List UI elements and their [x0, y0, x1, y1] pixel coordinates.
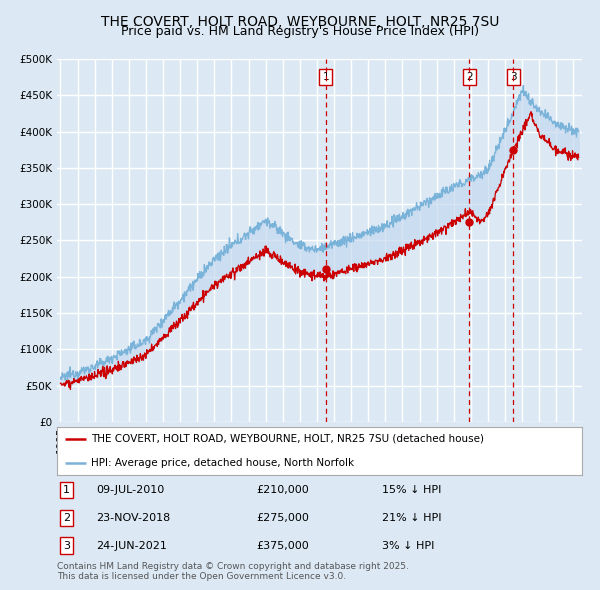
- Point: [508, 145, 518, 155]
- Text: 21% ↓ HPI: 21% ↓ HPI: [383, 513, 442, 523]
- Text: Contains HM Land Registry data © Crown copyright and database right 2025.
This d: Contains HM Land Registry data © Crown c…: [57, 562, 409, 581]
- Text: 2: 2: [63, 513, 70, 523]
- Text: 15% ↓ HPI: 15% ↓ HPI: [383, 485, 442, 495]
- Text: HPI: Average price, detached house, North Norfolk: HPI: Average price, detached house, Nort…: [91, 458, 354, 468]
- Text: Price paid vs. HM Land Registry's House Price Index (HPI): Price paid vs. HM Land Registry's House …: [121, 25, 479, 38]
- Text: 3: 3: [510, 72, 517, 82]
- Text: £375,000: £375,000: [257, 540, 309, 550]
- Text: 3: 3: [63, 540, 70, 550]
- Text: 24-JUN-2021: 24-JUN-2021: [97, 540, 167, 550]
- Text: 1: 1: [63, 485, 70, 495]
- Point: [321, 265, 331, 274]
- Text: 2: 2: [466, 72, 472, 82]
- Text: THE COVERT, HOLT ROAD, WEYBOURNE, HOLT, NR25 7SU (detached house): THE COVERT, HOLT ROAD, WEYBOURNE, HOLT, …: [91, 434, 484, 444]
- Text: 3% ↓ HPI: 3% ↓ HPI: [383, 540, 435, 550]
- Point: [464, 218, 474, 227]
- Text: THE COVERT, HOLT ROAD, WEYBOURNE, HOLT, NR25 7SU: THE COVERT, HOLT ROAD, WEYBOURNE, HOLT, …: [101, 15, 499, 29]
- Text: £275,000: £275,000: [257, 513, 310, 523]
- Text: 09-JUL-2010: 09-JUL-2010: [97, 485, 164, 495]
- Text: £210,000: £210,000: [257, 485, 309, 495]
- Text: 23-NOV-2018: 23-NOV-2018: [97, 513, 170, 523]
- Text: 1: 1: [323, 72, 329, 82]
